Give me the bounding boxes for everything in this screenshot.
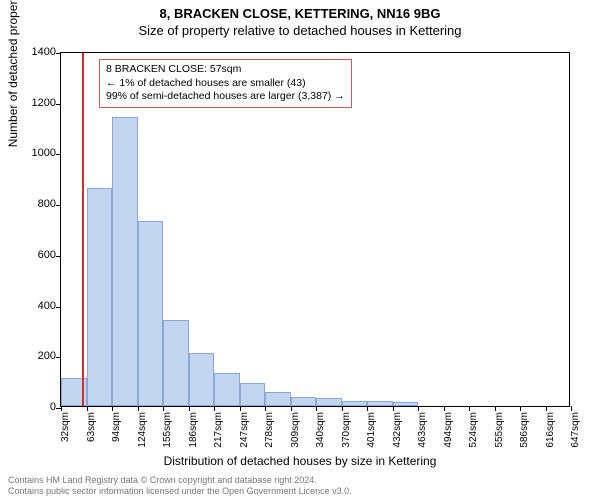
y-tick	[56, 205, 61, 206]
histogram-bar	[316, 398, 342, 406]
x-tick-label: 309sqm	[290, 412, 301, 452]
x-tick-label: 524sqm	[468, 412, 479, 452]
x-tick	[393, 406, 394, 411]
plot-area: 8 BRACKEN CLOSE: 57sqm ← 1% of detached …	[60, 52, 570, 407]
y-tick	[56, 154, 61, 155]
x-tick-label: 217sqm	[213, 412, 224, 452]
x-tick	[138, 406, 139, 411]
x-tick	[571, 406, 572, 411]
y-tick	[56, 357, 61, 358]
x-tick-label: 401sqm	[366, 412, 377, 452]
y-tick-label: 1000	[6, 147, 56, 159]
x-tick-label: 616sqm	[545, 412, 556, 452]
histogram-bar	[291, 397, 317, 406]
x-tick-label: 463sqm	[417, 412, 428, 452]
x-tick-label: 32sqm	[60, 412, 71, 452]
x-tick-label: 247sqm	[239, 412, 250, 452]
histogram-bar	[138, 221, 164, 406]
x-tick-label: 124sqm	[137, 412, 148, 452]
x-axis-label: Distribution of detached houses by size …	[0, 454, 600, 468]
infobox-line3: 99% of semi-detached houses are larger (…	[106, 90, 345, 104]
x-tick	[342, 406, 343, 411]
y-tick-label: 1400	[6, 46, 56, 58]
y-tick-label: 1200	[6, 97, 56, 109]
y-tick-label: 200	[6, 350, 56, 362]
x-tick-label: 494sqm	[443, 412, 454, 452]
y-tick	[56, 104, 61, 105]
x-tick	[112, 406, 113, 411]
x-tick	[189, 406, 190, 411]
x-tick	[367, 406, 368, 411]
y-tick	[56, 307, 61, 308]
x-tick-label: 432sqm	[392, 412, 403, 452]
x-tick-label: 186sqm	[188, 412, 199, 452]
x-tick	[61, 406, 62, 411]
x-tick-label: 586sqm	[519, 412, 530, 452]
x-tick	[214, 406, 215, 411]
chart-container: 8, BRACKEN CLOSE, KETTERING, NN16 9BG Si…	[0, 0, 600, 500]
x-tick-label: 647sqm	[570, 412, 581, 452]
y-tick-label: 600	[6, 249, 56, 261]
x-tick	[520, 406, 521, 411]
histogram-bar	[214, 373, 240, 406]
y-tick-label: 400	[6, 300, 56, 312]
x-tick	[240, 406, 241, 411]
footer-line2: Contains public sector information licen…	[8, 486, 352, 497]
y-axis-label: Number of detached properties	[6, 0, 20, 147]
infobox-line2: ← 1% of detached houses are smaller (43)	[106, 77, 345, 91]
x-tick-label: 94sqm	[111, 412, 122, 452]
x-tick	[265, 406, 266, 411]
info-box: 8 BRACKEN CLOSE: 57sqm ← 1% of detached …	[99, 59, 352, 108]
footer-text: Contains HM Land Registry data © Crown c…	[8, 475, 352, 497]
histogram-bar	[189, 353, 215, 406]
histogram-bar	[163, 320, 189, 406]
x-tick	[546, 406, 547, 411]
histogram-bar	[240, 383, 266, 406]
histogram-bar	[367, 401, 393, 406]
x-tick	[316, 406, 317, 411]
x-tick	[469, 406, 470, 411]
y-tick	[56, 53, 61, 54]
histogram-bar	[342, 401, 368, 406]
x-tick	[163, 406, 164, 411]
x-tick	[291, 406, 292, 411]
x-tick	[87, 406, 88, 411]
x-tick-label: 370sqm	[341, 412, 352, 452]
y-tick	[56, 256, 61, 257]
histogram-bar	[393, 402, 419, 406]
y-tick-label: 0	[6, 401, 56, 413]
infobox-line1: 8 BRACKEN CLOSE: 57sqm	[106, 63, 345, 77]
x-tick-label: 555sqm	[494, 412, 505, 452]
page-title: 8, BRACKEN CLOSE, KETTERING, NN16 9BG	[0, 0, 600, 21]
marker-line	[82, 53, 84, 406]
page-subtitle: Size of property relative to detached ho…	[0, 21, 600, 38]
x-tick-label: 155sqm	[162, 412, 173, 452]
x-tick	[495, 406, 496, 411]
x-tick-label: 63sqm	[86, 412, 97, 452]
x-tick-label: 278sqm	[264, 412, 275, 452]
histogram-bar	[87, 188, 113, 406]
x-tick	[418, 406, 419, 411]
histogram-bar	[112, 117, 138, 406]
footer-line1: Contains HM Land Registry data © Crown c…	[8, 475, 352, 486]
x-tick	[444, 406, 445, 411]
y-tick-label: 800	[6, 198, 56, 210]
histogram-bar	[265, 392, 291, 406]
x-tick-label: 340sqm	[315, 412, 326, 452]
